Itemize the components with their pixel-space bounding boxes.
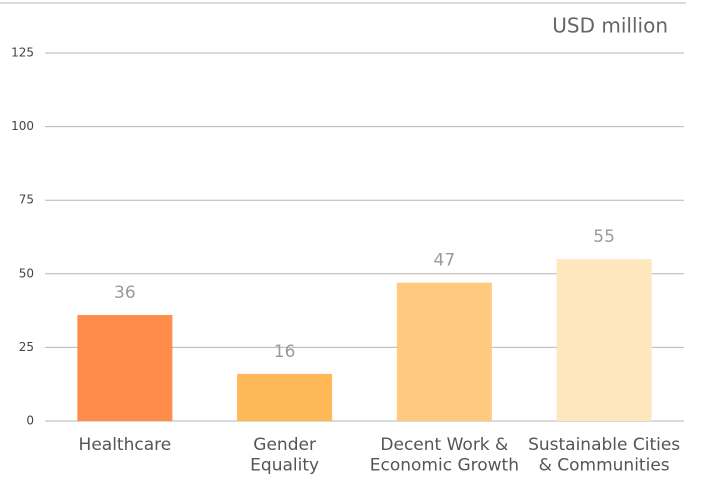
x-tick-label: Decent Work & Economic Growth [370,435,519,475]
value-label: 16 [274,342,296,362]
y-tick-label: 25 [19,340,34,354]
value-label: 47 [434,251,456,271]
bar [237,373,333,421]
value-label: 55 [593,227,615,247]
y-tick-label: 125 [11,46,34,60]
value-label: 36 [114,283,136,303]
bar [77,315,173,421]
y-tick-label: 100 [11,119,34,133]
y-tick-label: 75 [19,193,34,207]
bar [396,282,492,421]
x-tick-label: Healthcare [79,435,172,455]
y-tick-label: 50 [19,266,34,280]
unit-label: USD million [552,14,668,38]
bar [556,259,652,421]
x-tick-label: Sustainable Cities & Communities [528,435,680,475]
y-tick-label: 0 [26,414,34,428]
x-tick-label: Gender Equality [250,435,319,475]
